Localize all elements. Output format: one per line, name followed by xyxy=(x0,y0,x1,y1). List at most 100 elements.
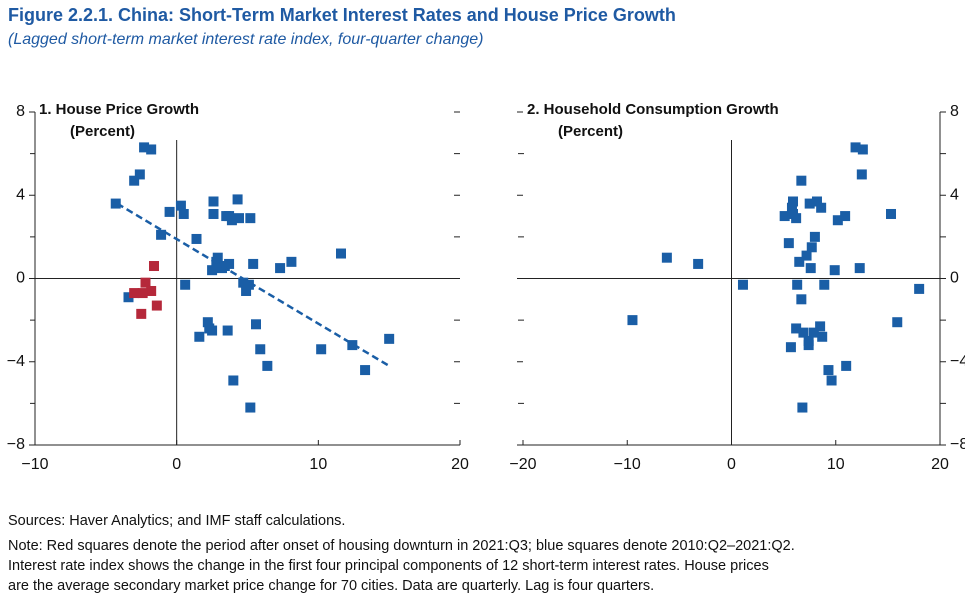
scatter-point xyxy=(146,285,157,296)
scatter-point xyxy=(786,202,797,213)
panel-title: 2. Household Consumption Growth xyxy=(527,101,779,118)
x-tick-label: 0 xyxy=(727,456,736,473)
scatter-point xyxy=(791,323,802,334)
scatter-point xyxy=(791,213,802,224)
scatter-point xyxy=(151,300,162,311)
scatter-point xyxy=(136,308,147,319)
y-tick-label: −4 xyxy=(7,353,25,370)
scatter-point xyxy=(832,215,843,226)
y-tick-label: −8 xyxy=(7,436,25,453)
scatter-point xyxy=(139,142,150,153)
scatter-point xyxy=(841,360,852,371)
scatter-point xyxy=(212,252,223,263)
x-tick-label: 10 xyxy=(827,456,845,473)
scatter-point xyxy=(892,317,903,328)
scatter-point xyxy=(146,144,157,155)
panel-subtitle: (Percent) xyxy=(70,123,135,140)
scatter-point xyxy=(816,202,827,213)
scatter-point xyxy=(808,327,819,338)
figure-subtitle: (Lagged short-term market interest rate … xyxy=(8,31,484,48)
scatter-point xyxy=(232,194,243,205)
scatter-point xyxy=(164,206,175,217)
y-tick-label: 8 xyxy=(950,103,959,120)
scatter-point xyxy=(207,265,218,276)
note-line: are the average secondary market price c… xyxy=(8,578,654,594)
scatter-point xyxy=(779,211,790,222)
scatter-point xyxy=(809,231,820,242)
scatter-point xyxy=(805,263,816,274)
y-tick-label: 4 xyxy=(950,186,959,203)
y-tick-label: −4 xyxy=(950,353,965,370)
scatter-point xyxy=(202,317,213,328)
scatter-point xyxy=(886,208,897,219)
scatter-point xyxy=(783,238,794,249)
scatter-point xyxy=(286,256,297,267)
scatter-point xyxy=(207,325,218,336)
scatter-point xyxy=(226,215,237,226)
scatter-point xyxy=(234,213,244,224)
scatter-point xyxy=(149,261,159,272)
scatter-point xyxy=(134,169,145,180)
scatter-point xyxy=(110,198,121,209)
scatter-point xyxy=(826,375,837,386)
scatter-point xyxy=(829,265,840,276)
scatter-point xyxy=(798,327,809,338)
scatter-point xyxy=(156,229,167,240)
panel-subtitle: (Percent) xyxy=(558,123,623,140)
x-tick-label: 0 xyxy=(172,456,181,473)
y-tick-label: −8 xyxy=(950,436,965,453)
scatter-point xyxy=(811,196,822,207)
scatter-point xyxy=(251,319,261,330)
scatter-point xyxy=(788,196,799,207)
scatter-point xyxy=(796,294,807,305)
scatter-point xyxy=(137,288,148,299)
scatter-point xyxy=(856,169,867,180)
scatter-point xyxy=(384,333,395,344)
scatter-point xyxy=(823,365,834,376)
scatter-point xyxy=(360,365,371,376)
scatter-point xyxy=(208,208,219,219)
note-line: Note: Red squares denote the period afte… xyxy=(8,538,795,554)
scatter-point xyxy=(803,340,814,351)
scatter-point xyxy=(693,258,704,269)
y-tick-label: 0 xyxy=(16,270,25,287)
scatter-point xyxy=(817,331,828,342)
scatter-point xyxy=(796,175,807,186)
x-tick-label: 20 xyxy=(451,456,469,473)
sources: Sources: Haver Analytics; and IMF staff … xyxy=(8,513,345,529)
scatter-point xyxy=(228,375,239,386)
scatter-point xyxy=(275,263,286,274)
scatter-point xyxy=(840,211,851,222)
scatter-point xyxy=(255,344,266,355)
scatter-point xyxy=(245,402,256,413)
scatter-point xyxy=(854,263,865,274)
note-line: Interest rate index shows the change in … xyxy=(8,558,769,574)
scatter-point xyxy=(737,279,748,290)
scatter-point xyxy=(661,252,672,263)
scatter-point xyxy=(123,292,134,303)
scatter-point xyxy=(797,402,808,413)
scatter-point xyxy=(815,321,826,332)
x-tick-label: −10 xyxy=(614,456,641,473)
scatter-point xyxy=(914,283,925,294)
scatter-point xyxy=(857,144,868,155)
y-tick-label: 0 xyxy=(950,270,959,287)
trend-line xyxy=(116,202,390,367)
y-tick-label: 8 xyxy=(16,103,25,120)
scatter-point xyxy=(243,279,254,290)
scatter-point xyxy=(241,285,252,296)
scatter-point xyxy=(208,196,219,207)
scatter-point xyxy=(801,250,812,261)
scatter-point xyxy=(316,344,327,355)
scatter-point xyxy=(336,248,346,259)
scatter-point xyxy=(178,208,189,219)
scatter-point xyxy=(785,342,796,353)
scatter-point xyxy=(804,198,815,209)
x-tick-label: 10 xyxy=(309,456,327,473)
scatter-point xyxy=(262,360,273,371)
scatter-point xyxy=(627,315,638,326)
scatter-point xyxy=(806,242,817,253)
scatter-point xyxy=(140,277,151,288)
scatter-point xyxy=(819,279,830,290)
